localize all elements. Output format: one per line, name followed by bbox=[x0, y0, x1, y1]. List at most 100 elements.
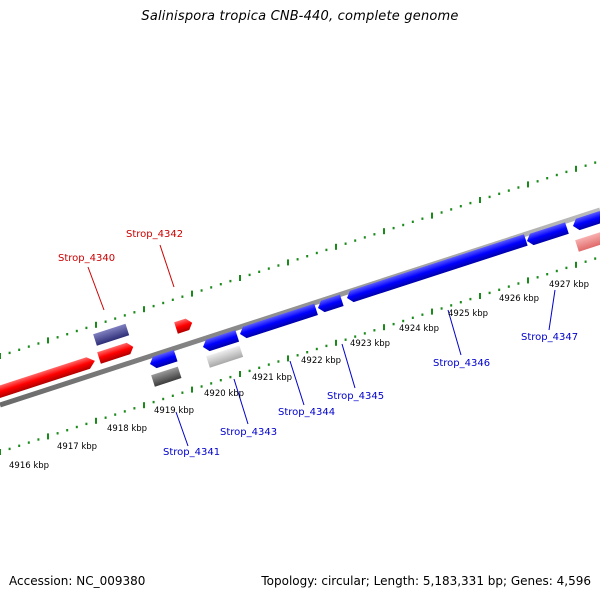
gene-label-strop-4346[interactable]: Strop_4346 bbox=[433, 358, 490, 369]
outer-minor-tick bbox=[315, 251, 318, 255]
outer-minor-tick bbox=[8, 351, 11, 355]
inner-minor-tick bbox=[248, 369, 251, 373]
outer-minor-tick bbox=[210, 286, 213, 289]
outer-minor-tick bbox=[411, 220, 414, 223]
inner-minor-tick bbox=[402, 319, 405, 323]
outer-minor-tick bbox=[66, 333, 69, 336]
outer-minor-tick bbox=[306, 255, 309, 258]
kbp-label-group: 4916 kbp 4917 kbp 4918 kbp 4919 kbp 4920… bbox=[9, 280, 589, 471]
map-title: Salinispora tropica CNB-440, complete ge… bbox=[141, 9, 459, 24]
inner-minor-tick bbox=[210, 382, 213, 385]
inner-minor-tick bbox=[363, 332, 366, 335]
outer-minor-tick bbox=[325, 248, 328, 252]
outer-minor-tick bbox=[440, 211, 443, 214]
outer-minor-tick bbox=[229, 279, 232, 283]
outer-minor-tick bbox=[507, 189, 510, 192]
gene-blue-5[interactable] bbox=[345, 234, 528, 304]
inner-major-tick bbox=[287, 355, 289, 362]
inner-minor-tick bbox=[315, 347, 318, 351]
inner-minor-tick bbox=[546, 273, 549, 276]
kbp-label-4916: 4916 kbp bbox=[9, 461, 49, 471]
inner-minor-tick bbox=[200, 385, 203, 388]
inner-minor-tick bbox=[392, 322, 395, 326]
outer-minor-tick bbox=[498, 192, 501, 195]
inner-minor-tick bbox=[373, 329, 376, 332]
outer-major-tick bbox=[239, 275, 241, 281]
inner-minor-tick bbox=[18, 444, 21, 447]
outer-minor-tick bbox=[402, 223, 405, 227]
outer-minor-tick bbox=[459, 205, 462, 208]
inner-minor-tick bbox=[75, 425, 78, 429]
outer-minor-tick bbox=[18, 348, 21, 351]
gene-label-strop-4344[interactable]: Strop_4344 bbox=[278, 407, 335, 418]
inner-minor-tick bbox=[565, 266, 568, 270]
inner-minor-tick bbox=[133, 407, 136, 410]
accession-text: Accession: NC_009380 bbox=[9, 574, 146, 588]
forward-genes bbox=[0, 231, 600, 402]
outer-minor-tick bbox=[133, 311, 136, 314]
outer-minor-tick bbox=[373, 233, 376, 236]
outer-minor-tick bbox=[565, 170, 568, 174]
inner-minor-tick bbox=[267, 363, 270, 366]
reverse-genes bbox=[148, 211, 600, 387]
outer-major-tick bbox=[95, 321, 97, 328]
inner-minor-tick bbox=[171, 394, 174, 397]
gene-label-strop-4341[interactable]: Strop_4341 bbox=[163, 447, 220, 458]
inner-minor-tick bbox=[421, 313, 424, 316]
gene-purple[interactable] bbox=[93, 323, 130, 346]
outer-minor-tick bbox=[171, 298, 174, 301]
outer-minor-tick bbox=[469, 201, 472, 205]
gene-label-strop-4340[interactable]: Strop_4340 bbox=[58, 253, 115, 264]
outer-minor-tick bbox=[152, 304, 155, 308]
inner-minor-tick bbox=[498, 288, 501, 291]
gene-gray-light[interactable] bbox=[206, 345, 244, 368]
gene-blue-2[interactable] bbox=[201, 330, 240, 353]
inner-minor-tick bbox=[354, 335, 357, 338]
outer-minor-tick bbox=[421, 217, 424, 220]
outer-minor-tick bbox=[344, 242, 347, 245]
inner-major-tick bbox=[575, 261, 577, 268]
inner-major-tick bbox=[431, 308, 433, 315]
inner-minor-tick bbox=[104, 416, 107, 419]
inner-minor-tick bbox=[219, 379, 222, 382]
inner-minor-tick bbox=[459, 301, 462, 304]
gene-red-medium[interactable] bbox=[97, 341, 135, 364]
outer-minor-tick bbox=[75, 329, 78, 333]
outer-major-tick bbox=[191, 290, 193, 297]
outer-minor-tick bbox=[450, 208, 453, 211]
inner-minor-tick bbox=[8, 447, 11, 451]
kbp-label-4925: 4925 kbp bbox=[448, 309, 488, 319]
inner-minor-tick bbox=[411, 316, 414, 319]
inner-minor-tick bbox=[56, 432, 59, 435]
gene-gray-dark[interactable] bbox=[151, 366, 182, 387]
outer-major-tick bbox=[143, 306, 145, 313]
gene-blue-1[interactable] bbox=[148, 349, 178, 370]
inner-major-tick bbox=[383, 324, 385, 331]
gene-blue-6[interactable] bbox=[525, 222, 569, 246]
gene-blue-7[interactable] bbox=[571, 211, 600, 232]
inner-minor-tick bbox=[66, 429, 69, 432]
inner-minor-tick bbox=[229, 375, 232, 379]
inner-minor-tick bbox=[258, 366, 261, 369]
gene-red-large[interactable] bbox=[0, 355, 97, 402]
gene-label-strop-4343[interactable]: Strop_4343 bbox=[220, 427, 277, 438]
outer-minor-tick bbox=[488, 195, 491, 199]
gene-red-small[interactable] bbox=[174, 317, 194, 334]
gene-blue-4[interactable] bbox=[316, 294, 344, 314]
outer-minor-tick bbox=[248, 273, 251, 277]
outer-minor-tick bbox=[555, 173, 558, 177]
gene-label-strop-4347[interactable]: Strop_4347 bbox=[521, 332, 578, 343]
inner-minor-tick bbox=[507, 285, 510, 288]
inner-minor-tick bbox=[27, 441, 30, 444]
inner-minor-tick bbox=[277, 360, 280, 363]
inner-minor-tick bbox=[450, 304, 453, 307]
kbp-label-4920: 4920 kbp bbox=[204, 389, 244, 399]
inner-minor-tick bbox=[536, 276, 539, 279]
inner-minor-tick bbox=[37, 438, 40, 441]
gene-pink[interactable] bbox=[575, 231, 600, 252]
outer-minor-tick bbox=[181, 295, 184, 298]
gene-blue-3[interactable] bbox=[238, 303, 318, 340]
gene-label-strop-4345[interactable]: Strop_4345 bbox=[327, 391, 384, 402]
gene-label-strop-4342[interactable]: Strop_4342 bbox=[126, 229, 183, 240]
